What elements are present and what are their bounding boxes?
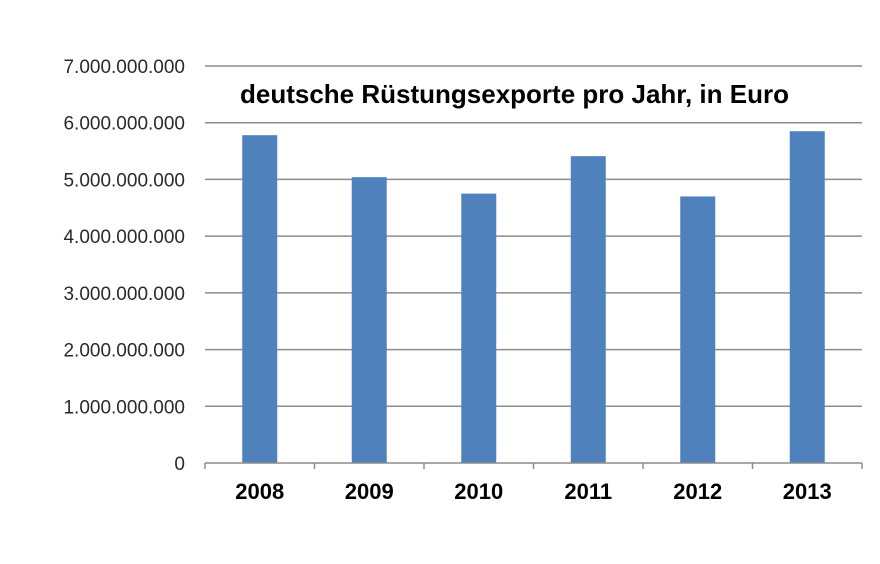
chart-title: deutsche Rüstungsexporte pro Jahr, in Eu… bbox=[240, 79, 789, 109]
x-tick-label: 2013 bbox=[783, 479, 832, 504]
y-tick-label: 5.000.000.000 bbox=[63, 170, 185, 191]
bar-2009 bbox=[351, 177, 387, 463]
y-axis-ticks: 0 1.000.000.000 2.000.000.000 3.000.000.000… bbox=[63, 57, 185, 475]
y-tick-label: 2.000.000.000 bbox=[63, 341, 185, 362]
x-axis-ticks: 2008 2009 2010 2011 2012 2013 bbox=[235, 479, 831, 504]
x-axis bbox=[204, 462, 863, 469]
bar-2013 bbox=[789, 131, 825, 463]
x-tick-label: 2009 bbox=[345, 479, 394, 504]
bar-2010 bbox=[461, 193, 497, 463]
y-tick-label: 3.000.000.000 bbox=[63, 284, 185, 305]
y-tick-label: 7.000.000.000 bbox=[63, 57, 185, 78]
bars bbox=[242, 131, 825, 464]
bar-2011 bbox=[570, 156, 606, 463]
x-tick-label: 2008 bbox=[235, 479, 284, 504]
y-tick-label: 1.000.000.000 bbox=[63, 397, 185, 418]
bar-2012 bbox=[680, 196, 716, 463]
y-tick-label: 0 bbox=[174, 454, 185, 475]
x-tick-label: 2012 bbox=[673, 479, 722, 504]
gridlines bbox=[205, 65, 862, 408]
y-tick-label: 4.000.000.000 bbox=[63, 227, 185, 248]
y-tick-label: 6.000.000.000 bbox=[63, 114, 185, 135]
x-tick-label: 2010 bbox=[454, 479, 503, 504]
bar-2008 bbox=[242, 135, 278, 464]
x-tick-label: 2011 bbox=[564, 479, 612, 504]
